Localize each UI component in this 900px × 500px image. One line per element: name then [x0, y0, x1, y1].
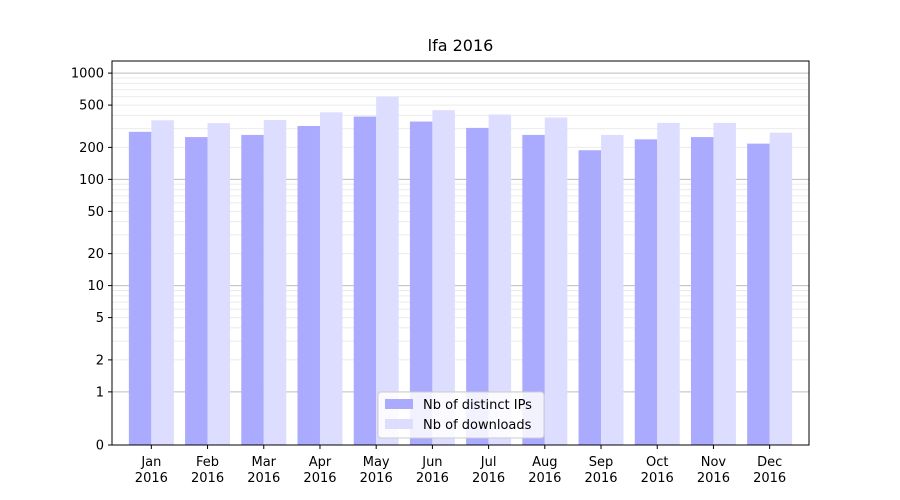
bar-downloads-jul [488, 114, 512, 446]
x-tick-label-month: Apr [309, 455, 332, 470]
x-axis: Jan2016Feb2016Mar2016Apr2016May2016Jun20… [135, 445, 786, 486]
x-tick-label-month: Feb [196, 455, 219, 470]
x-tick-label-year: 2016 [697, 471, 730, 486]
bar-distinct-ips-nov [690, 137, 714, 445]
y-tick-label: 100 [79, 173, 104, 188]
y-tick-label: 200 [79, 141, 104, 156]
y-tick-label: 1000 [71, 67, 104, 82]
y-axis: 0 1 2 5 10 20 50 100 200 500 1000 [71, 67, 112, 454]
legend-swatch [385, 399, 413, 409]
bar-downloads-nov [713, 122, 736, 445]
y-tick-label: 2 [96, 353, 104, 368]
bar-distinct-ips-aug [522, 134, 545, 445]
x-tick-label-year: 2016 [472, 471, 505, 486]
bar-downloads-feb [207, 123, 231, 445]
bar-downloads-aug [544, 117, 568, 445]
bar-downloads-may [376, 96, 399, 446]
bar-downloads-oct [657, 122, 680, 445]
x-tick-label-month: Mar [252, 455, 277, 470]
y-tick-label: 10 [87, 279, 104, 294]
y-tick-label: 5 [96, 311, 104, 326]
y-tick-label: 20 [87, 247, 104, 262]
x-tick-label-year: 2016 [584, 471, 617, 486]
bar-distinct-ips-may [353, 116, 377, 446]
y-tick-label: 1 [96, 385, 104, 400]
x-tick-label-month: Jul [480, 455, 497, 470]
x-tick-label-month: Sep [589, 455, 614, 470]
x-tick-label-year: 2016 [303, 471, 336, 486]
x-tick-label-year: 2016 [360, 471, 393, 486]
x-tick-label-month: Nov [701, 455, 727, 470]
x-tick-label-month: May [363, 455, 390, 470]
bar-downloads-apr [319, 112, 343, 445]
bar-distinct-ips-jun [409, 121, 433, 445]
x-tick-label-month: Jun [421, 455, 442, 470]
bar-downloads-dec [769, 132, 793, 445]
bar-downloads-jun [432, 110, 455, 446]
legend-box [377, 391, 545, 439]
x-tick-label-month: Oct [646, 455, 668, 470]
bar-distinct-ips-mar [241, 134, 264, 445]
x-tick-label-year: 2016 [191, 471, 224, 486]
x-tick-label-year: 2016 [416, 471, 449, 486]
legend-label: Nb of downloads [423, 418, 532, 433]
bar-distinct-ips-oct [634, 139, 658, 446]
bars [128, 96, 793, 446]
bar-distinct-ips-dec [747, 143, 770, 445]
legend-label: Nb of distinct IPs [423, 398, 532, 413]
x-tick-label-year: 2016 [753, 471, 786, 486]
bar-distinct-ips-apr [297, 125, 320, 445]
y-tick-label: 50 [87, 205, 104, 220]
legend-swatch [385, 419, 413, 429]
x-tick-label-year: 2016 [247, 471, 280, 486]
x-tick-label-month: Jan [140, 455, 161, 470]
x-tick-label-month: Aug [532, 455, 557, 470]
bar-downloads-mar [263, 119, 287, 445]
x-tick-label-month: Dec [757, 455, 782, 470]
x-tick-label-year: 2016 [135, 471, 168, 486]
bar-distinct-ips-feb [185, 137, 208, 445]
bar-downloads-sep [601, 134, 624, 445]
y-tick-label: 0 [96, 439, 104, 454]
bar-distinct-ips-sep [578, 150, 602, 445]
x-tick-label-year: 2016 [528, 471, 561, 486]
chart-title: lfa 2016 [428, 36, 494, 55]
y-tick-label: 500 [79, 99, 104, 114]
bar-distinct-ips-jul [466, 127, 489, 446]
x-tick-label-year: 2016 [641, 471, 674, 486]
bar-downloads-jan [151, 120, 174, 445]
legend: Nb of distinct IPs Nb of downloads [377, 391, 545, 439]
bar-distinct-ips-jan [128, 131, 152, 445]
plot-frame [111, 60, 810, 446]
